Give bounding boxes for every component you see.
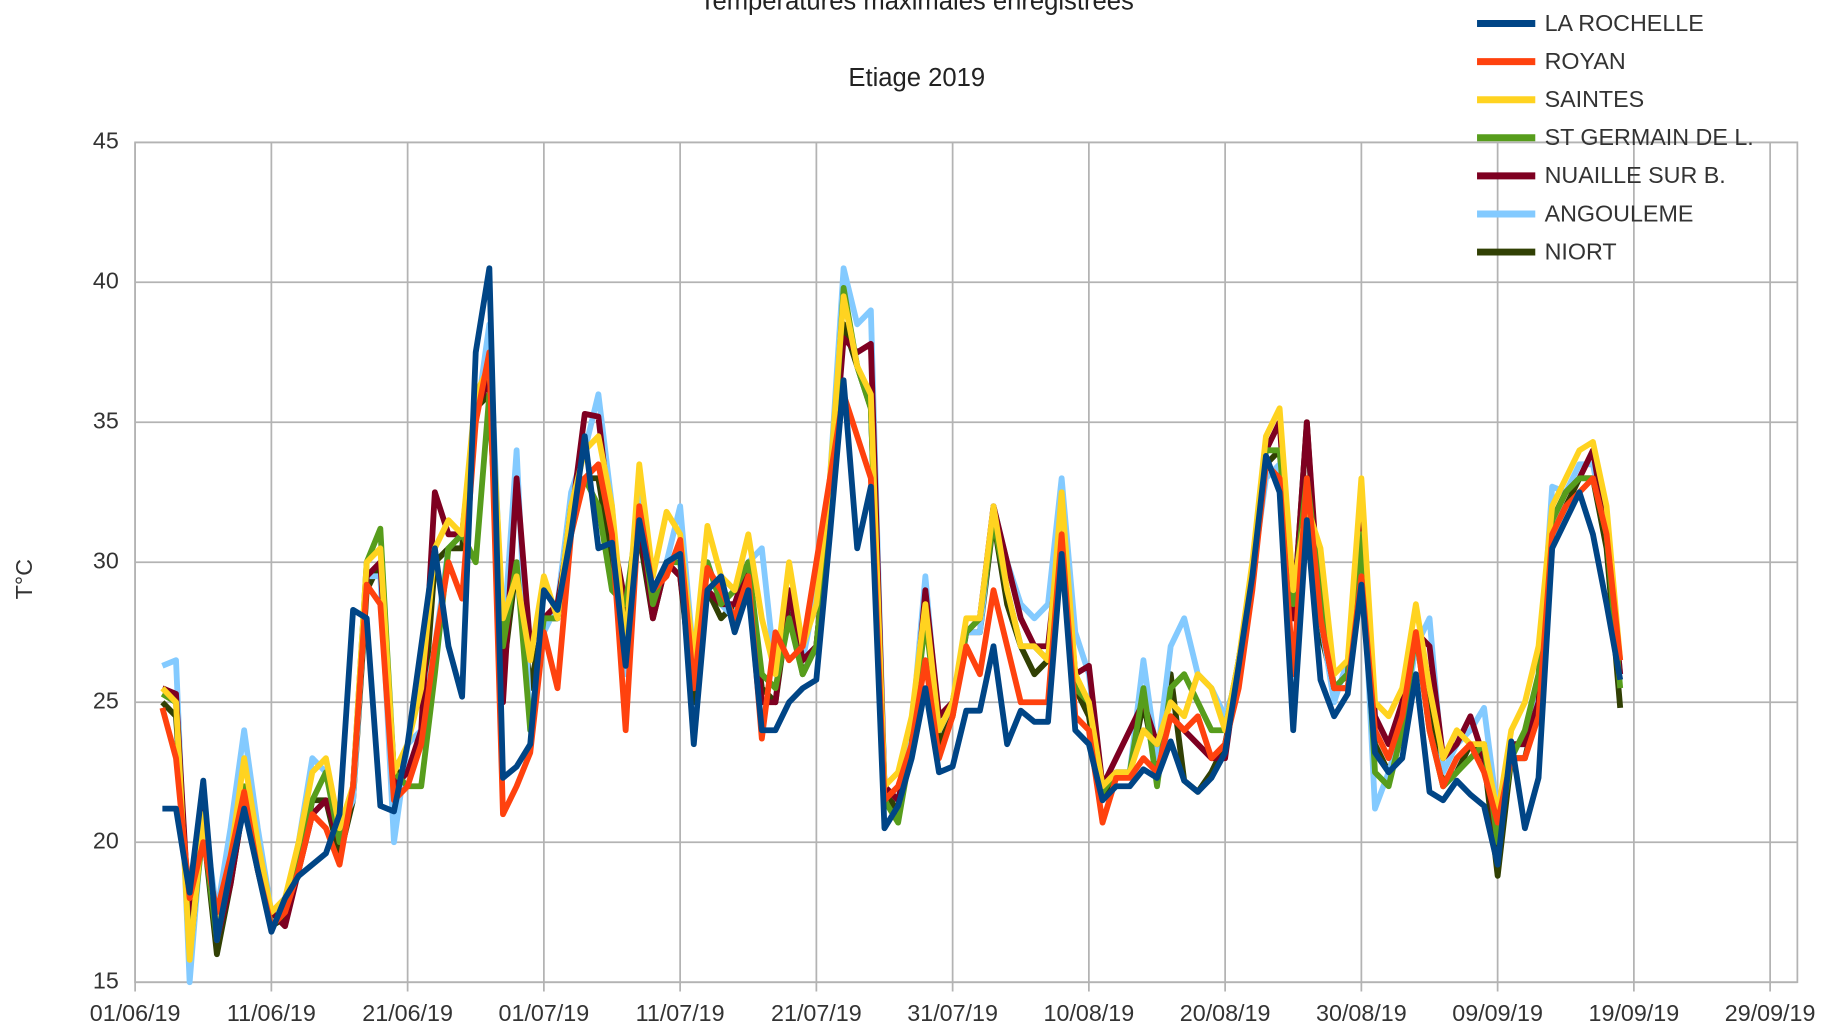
x-tick-label: 30/08/19 — [1316, 1000, 1407, 1026]
y-tick-label: 40 — [93, 267, 119, 293]
series-line — [159, 349, 1624, 930]
y-tick-label: 25 — [93, 687, 119, 713]
legend-label: SAINTES — [1545, 86, 1645, 112]
x-tick-label: 21/07/19 — [771, 1000, 862, 1026]
x-tick-label: 11/06/19 — [227, 1000, 316, 1026]
x-tick-label: 11/07/19 — [636, 1000, 725, 1026]
legend-label: ROYAN — [1545, 48, 1626, 74]
legend-label: LA ROCHELLE — [1545, 10, 1704, 36]
lines — [159, 265, 1624, 986]
x-tick-label: 19/09/19 — [1589, 1000, 1680, 1026]
x-tick-label: 01/07/19 — [499, 1000, 590, 1026]
x-tick-label: 09/09/19 — [1452, 1000, 1543, 1026]
legend-label: ST GERMAIN DE L. — [1545, 124, 1754, 150]
legend-label: ANGOULEME — [1545, 200, 1694, 226]
y-tick-label: 20 — [93, 827, 119, 853]
legend-label: NUAILLE SUR B. — [1545, 162, 1726, 188]
legend-label: NIORT — [1545, 238, 1617, 264]
x-tick-label: 21/06/19 — [362, 1000, 453, 1026]
y-tick-label: 35 — [93, 407, 119, 433]
grid: 15 20 25 30 35 40 45 01/06/19 11/06/19 21/06/19 01… — [90, 127, 1816, 1025]
y-axis-label: T°C — [11, 559, 37, 599]
x-tick-label: 29/09/19 — [1725, 1000, 1816, 1026]
y-tick-label: 15 — [93, 967, 119, 993]
x-tick-label: 20/08/19 — [1180, 1000, 1271, 1026]
chart-subtitle: Etiage 2019 — [848, 64, 985, 92]
chart-title: Températures maximales enregistrées — [700, 0, 1134, 15]
y-tick-label: 45 — [93, 127, 119, 153]
x-tick-label: 10/08/19 — [1044, 1000, 1135, 1026]
legend: LA ROCHELLE ROYAN SAINTES ST GERMAIN DE L. N… — [1477, 10, 1754, 264]
y-tick-label: 30 — [93, 547, 119, 573]
x-tick-label: 01/06/19 — [90, 1000, 181, 1026]
x-tick-label: 31/07/19 — [907, 1000, 998, 1026]
series-line — [162, 265, 1624, 944]
